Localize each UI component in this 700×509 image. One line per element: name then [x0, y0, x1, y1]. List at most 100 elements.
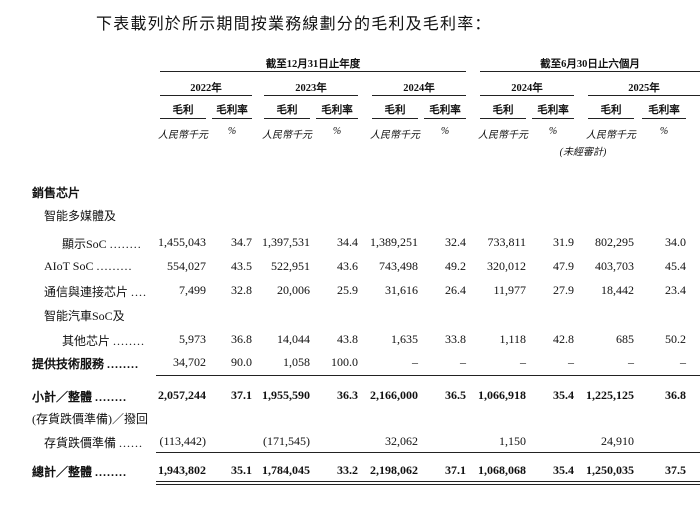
unit-pct: %	[332, 126, 342, 137]
col-header-gp: 毛利	[492, 105, 514, 116]
table-cell: 5,973	[179, 332, 206, 346]
table-cell: 1,943,802	[158, 463, 206, 477]
row-label-auto-cont: 其他芯片 ........	[62, 332, 145, 349]
year-rule-2024-h1	[480, 95, 574, 96]
table-cell: 27.9	[553, 283, 574, 297]
table-cell: 1,397,531	[262, 235, 310, 249]
table-cell: 42.8	[553, 332, 574, 346]
row-label-sales-chips: 銷售芯片	[32, 186, 81, 200]
table-cell: 43.5	[231, 259, 252, 273]
table-cell: 1,118	[499, 332, 526, 346]
table-cell: –	[628, 355, 634, 369]
table-cell: 49.2	[445, 259, 466, 273]
table-cell: 1,784,045	[262, 463, 310, 477]
col-header-margin: 毛利率	[216, 105, 248, 116]
col-rule	[642, 118, 686, 119]
table-cell: 34.4	[337, 235, 358, 249]
col-header-margin: 毛利率	[648, 105, 680, 116]
col-header-margin: 毛利率	[429, 105, 461, 116]
row-label-text: 小計／整體	[32, 390, 93, 404]
table-cell: 743,498	[379, 259, 418, 273]
table-cell: 47.9	[553, 259, 574, 273]
table-cell: 1,455,043	[158, 235, 206, 249]
table-cell: 34.0	[665, 235, 686, 249]
table-cell: 37.1	[445, 463, 466, 477]
table-cell: 7,499	[179, 283, 206, 297]
table-cell: 2,198,062	[370, 463, 418, 477]
table-cell: 32.4	[445, 235, 466, 249]
table-cell: 35.1	[231, 463, 252, 477]
unit-rmb: 人民幣千元	[370, 130, 420, 141]
col-rule	[372, 118, 418, 119]
leader-dots: ....	[131, 285, 148, 299]
col-rule	[424, 118, 466, 119]
row-label-comm: 通信與連接芯片 ....	[44, 283, 147, 300]
table-cell: 43.8	[337, 332, 358, 346]
table-cell: 20,006	[277, 283, 310, 297]
table-cell: 100.0	[331, 355, 358, 369]
double-rule-total-top	[156, 481, 700, 482]
row-label-total: 總計／整體 ........	[32, 463, 127, 480]
unit-rmb: 人民幣千元	[158, 130, 208, 141]
col-rule	[264, 118, 310, 119]
table-cell: 522,951	[271, 259, 310, 273]
table-cell: 36.8	[231, 332, 252, 346]
table-cell: –	[568, 355, 574, 369]
table-cell: 34,702	[173, 355, 206, 369]
leader-dots: ........	[107, 357, 140, 371]
table-cell: 18,442	[601, 283, 634, 297]
col-header-gp: 毛利	[276, 105, 298, 116]
row-label-smart-media-cont: 顯示SoC ........	[62, 235, 142, 252]
row-label-text: 存貨跌價準備	[44, 436, 117, 450]
year-header-2024-h1: 2024年	[511, 83, 543, 94]
row-label-subtotal: 小計／整體 ........	[32, 388, 127, 405]
row-label-inventory: (存貨跌價準備)／撥回	[32, 412, 148, 426]
rule-above-subtotal	[156, 375, 700, 376]
table-cell: 1,955,590	[262, 388, 310, 402]
table-cell: 1,635	[391, 332, 418, 346]
table-cell: 25.9	[337, 283, 358, 297]
group-header-interim-rule	[480, 71, 700, 72]
year-header-2022: 2022年	[190, 83, 222, 94]
row-label-text: 顯示SoC	[62, 237, 107, 251]
double-rule-total-bottom	[156, 484, 700, 485]
table-cell: 733,811	[487, 235, 526, 249]
col-header-gp: 毛利	[172, 105, 194, 116]
col-rule	[316, 118, 358, 119]
table-cell: 802,295	[595, 235, 634, 249]
table-cell: 50.2	[665, 332, 686, 346]
row-label-text: 通信與連接芯片	[44, 285, 129, 299]
unit-pct: %	[227, 126, 237, 137]
table-cell: 32.8	[231, 283, 252, 297]
col-rule	[480, 118, 526, 119]
table-cell: 11,977	[493, 283, 526, 297]
group-header-annual-rule	[160, 71, 466, 72]
table-cell: 1,150	[499, 434, 526, 448]
year-rule-2023	[264, 95, 358, 96]
group-header-interim: 截至6月30日止六個月	[540, 59, 640, 70]
unaudited-note: (未經審計)	[559, 147, 607, 158]
leader-dots: ........	[113, 334, 146, 348]
table-cell: (171,545)	[263, 434, 310, 448]
table-cell: 36.3	[337, 388, 358, 402]
table-cell: 2,057,244	[158, 388, 206, 402]
leader-dots: ......	[119, 436, 144, 450]
table-cell: 34.7	[231, 235, 252, 249]
table-cell: 36.5	[445, 388, 466, 402]
table-cell: 33.2	[337, 463, 358, 477]
table-cell: 685	[616, 332, 634, 346]
unit-rmb: 人民幣千元	[262, 130, 312, 141]
table-cell: 31.9	[553, 235, 574, 249]
year-header-2024: 2024年	[403, 83, 435, 94]
row-label-aiot: AIoT SoC .........	[44, 259, 132, 274]
table-cell: 14,044	[277, 332, 310, 346]
year-header-2025-h1: 2025年	[628, 83, 660, 94]
row-label-auto: 智能汽車SoC及	[44, 309, 125, 323]
table-cell: 26.4	[445, 283, 466, 297]
table-cell: 36.8	[665, 388, 686, 402]
leader-dots: ........	[95, 465, 128, 479]
table-cell: 35.4	[553, 388, 574, 402]
table-cell: –	[520, 355, 526, 369]
table-cell: (113,442)	[159, 434, 206, 448]
year-rule-2024	[372, 95, 466, 96]
